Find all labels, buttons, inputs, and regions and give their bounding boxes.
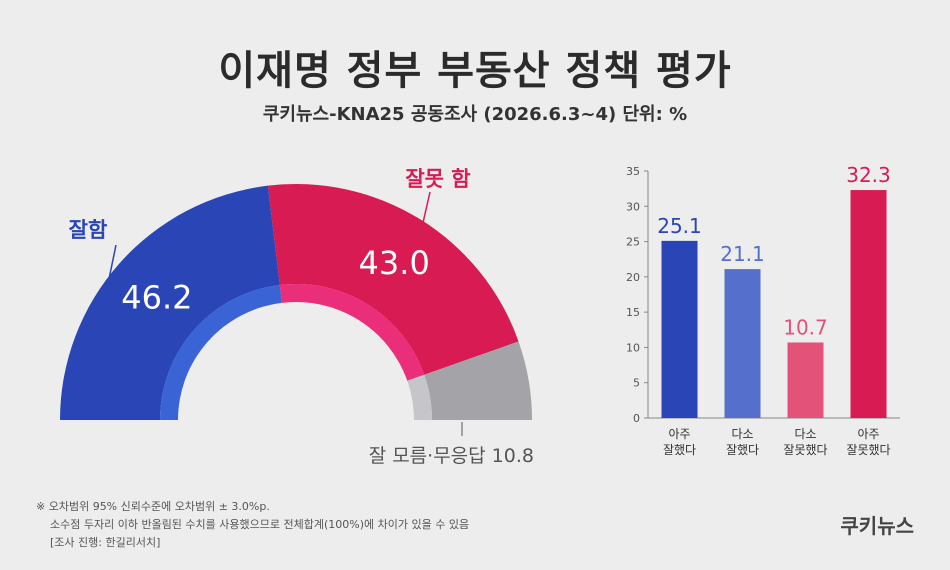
bar-3 — [850, 190, 887, 418]
donut-category-label-2: 잘 모름·무응답 10.8 — [369, 445, 534, 467]
donut-category-label-0: 잘함 — [69, 218, 108, 242]
footnote: ※ 오차범위 95% 신뢰수준에 오차범위 ± 3.0%p. 소수점 두자리 이… — [36, 498, 469, 552]
y-tick-label: 5 — [633, 377, 640, 390]
donut-category-label-1: 잘못 함 — [405, 167, 470, 191]
y-tick-label: 20 — [626, 271, 640, 284]
bar-category-label-1: 잘했다 — [726, 443, 759, 457]
bar-category-label-0: 잘했다 — [663, 443, 696, 457]
y-tick-label: 0 — [633, 412, 640, 425]
bar-0 — [661, 240, 698, 418]
bar-value-label-0: 25.1 — [657, 214, 702, 238]
half-donut-chart: 46.2 43.0 잘함 잘못 함잘 모름·무응답 10.8 — [60, 167, 534, 467]
bar-category-label-2: 다소 — [794, 427, 816, 441]
y-tick-label: 15 — [626, 306, 640, 319]
donut-value-label-0: 46.2 — [121, 279, 192, 317]
y-tick-label: 10 — [626, 341, 640, 354]
donut-inner-ring-2 — [407, 374, 432, 420]
donut-slice-0 — [60, 185, 280, 420]
donut-slice-1 — [267, 184, 519, 375]
leader-line-0 — [106, 244, 117, 290]
bar-value-label-1: 21.1 — [720, 242, 765, 266]
chart-subtitle: 쿠키뉴스-KNA25 공동조사 (2026.6.3~4) 단위: % — [262, 104, 688, 125]
donut-inner-ring-1 — [279, 284, 425, 381]
footnote-line-3: [조사 진행: 한길리서치] — [50, 536, 161, 549]
bar-category-label-3: 잘못했다 — [846, 443, 890, 457]
bar-category-label-1: 다소 — [731, 427, 753, 441]
bar-value-label-3: 32.3 — [846, 163, 891, 187]
donut-inner-ring-0 — [160, 284, 282, 420]
bar-category-label-3: 아주 — [857, 427, 879, 441]
footnote-line-1: ※ 오차범위 95% 신뢰수준에 오차범위 ± 3.0%p. — [36, 500, 270, 513]
donut-slice-2 — [424, 341, 532, 420]
brand-logo: 쿠키뉴스 — [840, 514, 914, 538]
bar-value-label-2: 10.7 — [783, 315, 828, 339]
leader-line-1 — [421, 191, 431, 226]
y-tick-label: 25 — [626, 236, 640, 249]
y-tick-label: 35 — [626, 165, 640, 178]
footnote-line-2: 소수점 두자리 이하 반올림된 수치를 사용했으므로 전체합계(100%)에 차… — [50, 518, 470, 531]
y-tick-label: 30 — [626, 200, 640, 213]
bar-category-label-0: 아주 — [668, 427, 690, 441]
chart-title: 이재명 정부 부동산 정책 평가 — [218, 48, 732, 94]
bar-2 — [787, 342, 824, 418]
bar-1 — [724, 269, 761, 418]
donut-value-label-1: 43.0 — [359, 244, 430, 282]
bar-category-label-2: 잘못했다 — [783, 443, 827, 457]
